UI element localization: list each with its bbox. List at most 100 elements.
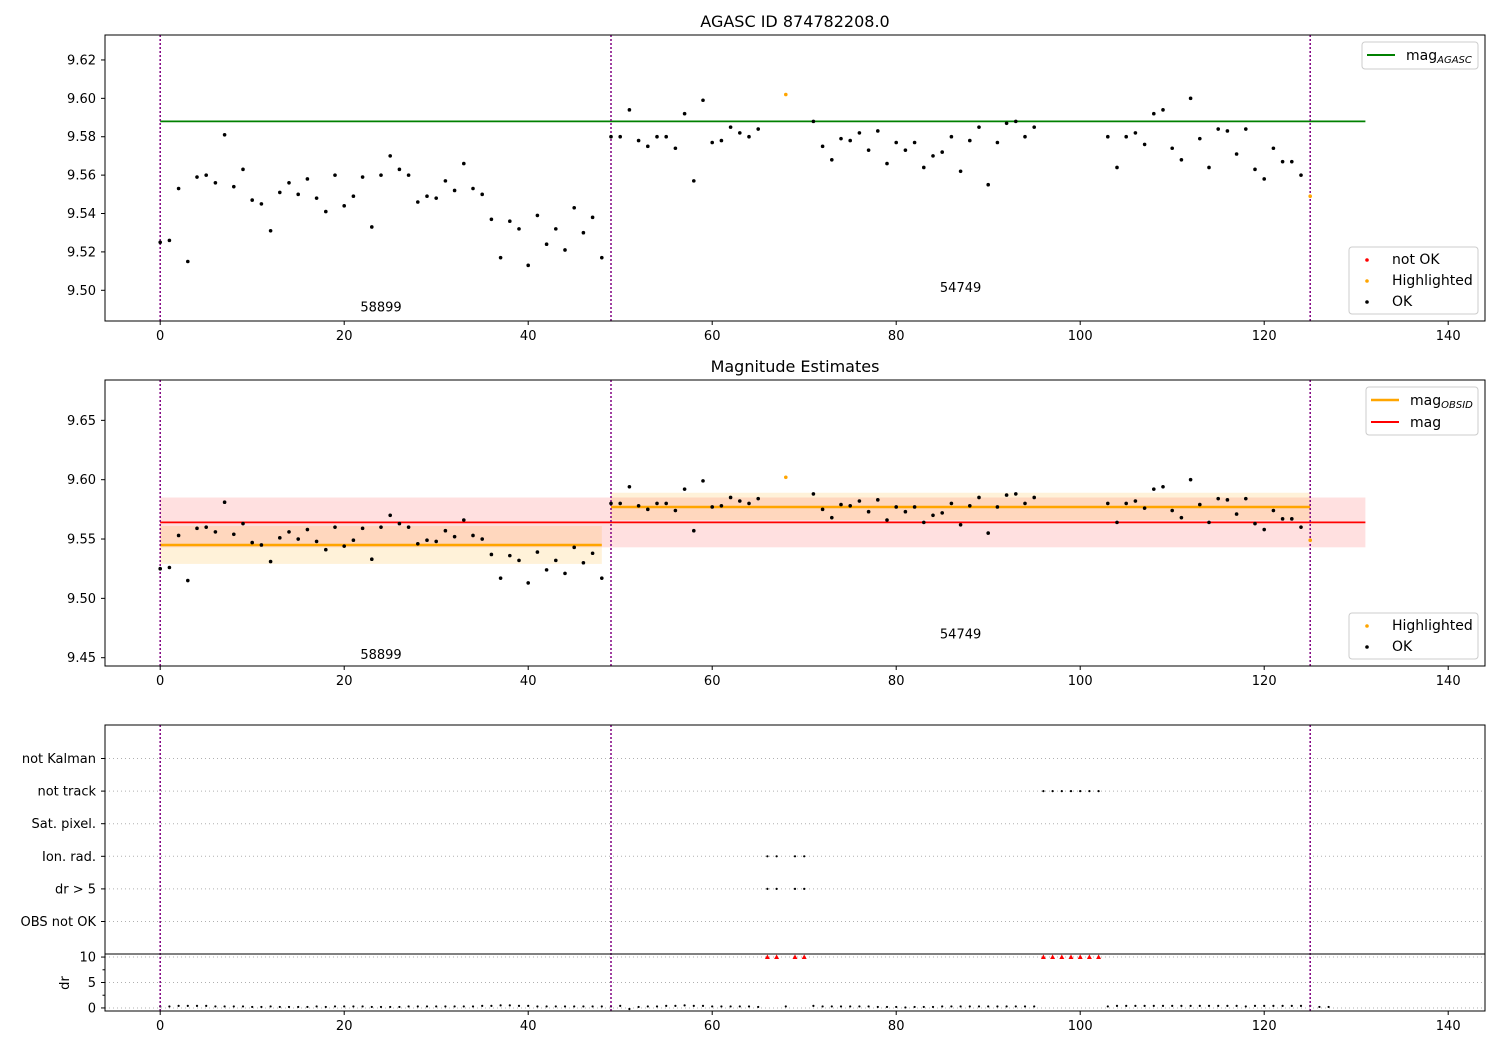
ok-point bbox=[949, 134, 954, 139]
ok-point bbox=[250, 198, 254, 202]
ok-point bbox=[462, 518, 466, 522]
ok-point bbox=[876, 498, 880, 502]
ok-point bbox=[360, 175, 365, 179]
dr-clipped-marker bbox=[774, 954, 780, 960]
agasc-magnitude-panel: AGASC ID 874782208.0 58899 54749 0 20 40 60 8… bbox=[67, 12, 1486, 344]
dr-point bbox=[637, 1005, 640, 1009]
ok-point bbox=[1023, 501, 1027, 506]
ok-point bbox=[379, 173, 383, 177]
flag-marker bbox=[1088, 790, 1091, 793]
ok-point bbox=[609, 134, 613, 139]
ok-point bbox=[1198, 136, 1202, 141]
dr-point bbox=[425, 1005, 429, 1008]
ok-point bbox=[195, 175, 199, 179]
dr-point bbox=[416, 1005, 419, 1008]
ok-point bbox=[922, 165, 926, 170]
dr-point bbox=[619, 1004, 622, 1008]
panel1-axes-frame bbox=[104, 34, 1486, 322]
ok-point bbox=[710, 505, 714, 509]
ok-point bbox=[1253, 521, 1257, 526]
ok-point bbox=[508, 219, 512, 223]
ok-point bbox=[232, 184, 236, 189]
dr-point bbox=[407, 1005, 410, 1008]
ok-point bbox=[1216, 496, 1220, 501]
dr-clipped-marker bbox=[1040, 954, 1046, 960]
ok-point bbox=[1023, 134, 1027, 139]
ok-point bbox=[940, 511, 944, 515]
y-tick-label: 9.58 bbox=[67, 130, 96, 145]
ok-point bbox=[544, 568, 549, 572]
ok-point bbox=[692, 528, 696, 533]
ok-point bbox=[241, 167, 245, 172]
dr-point bbox=[1327, 1005, 1330, 1009]
ok-point bbox=[1106, 134, 1110, 139]
ok-point bbox=[425, 538, 429, 543]
dr-point bbox=[214, 1005, 217, 1008]
ok-point bbox=[333, 173, 337, 177]
ok-point bbox=[1280, 517, 1285, 521]
ok-point bbox=[158, 240, 162, 245]
dr-point bbox=[508, 1004, 511, 1007]
flag-label: not track bbox=[37, 785, 96, 800]
magnitude-estimates-panel: Magnitude Estimates 58899 54749 0 20 40 60 80… bbox=[67, 357, 1486, 689]
ok-point bbox=[830, 157, 834, 162]
ok-point bbox=[756, 496, 760, 501]
ok-point bbox=[370, 225, 374, 229]
x-tick-label: 60 bbox=[704, 1019, 721, 1034]
dr-point bbox=[389, 1005, 392, 1009]
dr-point bbox=[444, 1005, 447, 1008]
dr-point bbox=[435, 1005, 438, 1008]
y-tick-label: 9.50 bbox=[67, 592, 96, 607]
legend-not-ok-label: not OK bbox=[1392, 252, 1440, 268]
dr-point bbox=[260, 1005, 263, 1009]
obsid-label: 54749 bbox=[940, 281, 981, 296]
panel2-legend-upper: magOBSID mag bbox=[1365, 386, 1479, 436]
ok-point bbox=[508, 553, 512, 558]
ok-point bbox=[738, 131, 742, 135]
ok-point bbox=[903, 509, 908, 514]
ok-point bbox=[305, 527, 310, 532]
x-tick-label: 120 bbox=[1252, 1019, 1277, 1034]
ok-point bbox=[287, 530, 291, 534]
ok-point bbox=[526, 263, 530, 268]
ok-point bbox=[618, 501, 622, 506]
ok-point bbox=[673, 508, 678, 513]
ok-point bbox=[471, 533, 475, 538]
ok-point bbox=[581, 230, 586, 235]
highlighted-point bbox=[784, 92, 788, 97]
dr-clipped-marker bbox=[1050, 954, 1056, 960]
ok-point bbox=[728, 125, 733, 129]
dr-clipped-marker bbox=[1059, 954, 1065, 960]
ok-point bbox=[1234, 152, 1239, 156]
dr-point bbox=[398, 1005, 401, 1009]
flag-label: dr > 5 bbox=[55, 882, 96, 897]
ok-point bbox=[222, 500, 227, 505]
x-tick-label: 60 bbox=[704, 674, 721, 689]
x-tick-label: 40 bbox=[520, 329, 537, 344]
ok-point bbox=[1225, 129, 1230, 133]
ok-point bbox=[1234, 512, 1239, 516]
ok-point bbox=[544, 242, 549, 247]
ok-point bbox=[646, 144, 650, 149]
dr-point bbox=[876, 1005, 879, 1009]
ok-point bbox=[627, 108, 632, 112]
flag-marker bbox=[1069, 790, 1073, 793]
dr-point bbox=[462, 1005, 465, 1008]
dr-point bbox=[186, 1004, 189, 1008]
dr-point bbox=[738, 1005, 741, 1008]
dr-point bbox=[306, 1005, 309, 1009]
dr-axis-label: dr bbox=[58, 976, 73, 990]
ok-point bbox=[342, 204, 347, 208]
dr-point bbox=[1106, 1005, 1109, 1008]
dr-point bbox=[471, 1005, 475, 1008]
dr-point bbox=[784, 1005, 787, 1008]
dr-point bbox=[177, 1004, 180, 1008]
dr-point bbox=[1207, 1004, 1211, 1008]
dr-point bbox=[1161, 1004, 1165, 1008]
ok-point bbox=[922, 520, 926, 525]
ok-point bbox=[222, 133, 227, 137]
dr-point bbox=[1198, 1004, 1201, 1008]
dr-point bbox=[251, 1005, 254, 1009]
ok-point bbox=[857, 131, 862, 135]
ok-point bbox=[820, 507, 825, 512]
